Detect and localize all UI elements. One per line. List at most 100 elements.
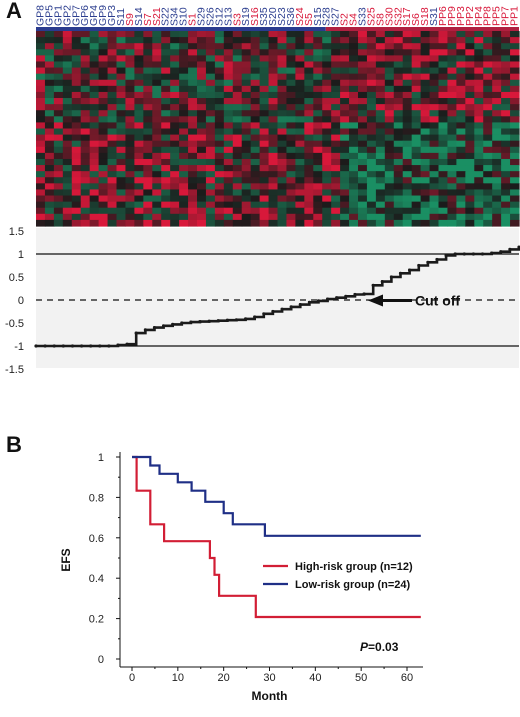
heatmap-cell (331, 104, 341, 111)
heatmap-cell (483, 171, 493, 178)
score-point (508, 247, 512, 251)
score-point (134, 331, 138, 335)
heatmap-cell (420, 219, 431, 227)
heatmap-cell (510, 98, 520, 105)
heatmap-cell (143, 128, 153, 136)
heatmap-cell (232, 195, 243, 203)
score-point (98, 344, 102, 348)
heatmap-cell (358, 116, 368, 123)
heatmap-cell (36, 31, 46, 38)
heatmap-cell (98, 116, 109, 123)
heatmap-cell (474, 183, 484, 191)
heatmap-cell (250, 165, 261, 172)
sample-label: GP3 (106, 5, 118, 26)
heatmap-cell (259, 165, 270, 172)
score-point (517, 245, 520, 249)
heatmap-cell (268, 61, 279, 69)
heatmap-cell (214, 177, 225, 184)
heatmap-cell (465, 110, 475, 117)
heatmap-cell (197, 219, 207, 227)
heatmap-cell (411, 116, 422, 123)
heatmap-cell (134, 79, 144, 87)
sample-label: PP3 (455, 6, 467, 26)
heatmap-cell (259, 73, 270, 81)
high-risk-curve (132, 455, 421, 619)
heatmap-cell (125, 146, 135, 154)
heatmap-cell (393, 98, 404, 105)
heatmap-cell (89, 134, 100, 142)
heatmap-cell (313, 85, 323, 93)
heatmap-cell (107, 128, 118, 136)
heatmap-cell (465, 116, 475, 123)
heatmap-cell (143, 201, 153, 209)
heatmap-cell (483, 207, 493, 215)
heatmap-cell (44, 67, 55, 75)
score-point (262, 312, 266, 316)
heatmap-cell (214, 116, 225, 123)
heatmap-cell (36, 73, 46, 81)
heatmap-cell (170, 183, 180, 191)
heatmap-cell (44, 98, 55, 105)
heatmap-cell (501, 177, 511, 184)
heatmap-cell (331, 140, 341, 148)
heatmap-cell (331, 128, 341, 136)
heatmap-cell (375, 98, 386, 105)
score-point (380, 280, 384, 284)
heatmap-cell (402, 152, 413, 160)
heatmap-cell (232, 201, 243, 209)
heatmap-cell (62, 140, 73, 148)
heatmap-cell (402, 128, 413, 136)
heatmap-cell (259, 55, 270, 63)
heatmap-cell (89, 201, 100, 209)
heatmap-cell (492, 158, 502, 166)
heatmap-cell (125, 207, 135, 215)
heatmap-cell (161, 165, 171, 172)
heatmap-cell (259, 128, 270, 136)
heatmap-cell (170, 91, 180, 99)
heatmap-cell (411, 43, 422, 50)
heatmap-cell (366, 61, 377, 69)
score-point (471, 252, 475, 256)
heatmap-cell (304, 61, 314, 69)
heatmap-cell (456, 61, 466, 69)
heatmap-cell (71, 140, 82, 148)
heatmap-cell (340, 55, 350, 63)
heatmap-cell (340, 152, 350, 160)
heatmap-cell (402, 177, 413, 184)
heatmap-cell (170, 152, 180, 160)
sample-label: S31 (428, 7, 440, 26)
heatmap-cell (250, 183, 261, 191)
heatmap-cell (179, 49, 189, 56)
heatmap-cell (214, 158, 225, 166)
heatmap-cell (384, 55, 395, 63)
heatmap-cell (492, 73, 502, 81)
heatmap-cell (304, 201, 314, 209)
heatmap-cell (429, 73, 440, 81)
heatmap-cell (286, 122, 296, 130)
heatmap-cell (197, 177, 207, 184)
heatmap-cell (340, 85, 350, 93)
heatmap-cell (36, 91, 46, 99)
heatmap-cell (349, 49, 359, 56)
x-tick-label: 60 (401, 672, 413, 684)
heatmap-cell (161, 85, 171, 93)
heatmap-cell (80, 37, 91, 44)
heatmap-cell (188, 79, 198, 87)
heatmap-cell (80, 201, 91, 209)
score-point (116, 343, 120, 347)
heatmap-cell (474, 171, 484, 178)
heatmap-cell (438, 122, 449, 130)
heatmap-cell (402, 98, 413, 105)
heatmap-cell (295, 67, 305, 75)
heatmap-cell (232, 207, 243, 215)
heatmap-cell (420, 116, 431, 123)
heatmap-cell (483, 146, 493, 154)
heatmap-cell (214, 55, 225, 63)
heatmap-cell (125, 110, 135, 117)
heatmap-cell (349, 213, 359, 221)
heatmap-cell (98, 213, 109, 221)
heatmap-cell (125, 219, 135, 227)
heatmap-cell (340, 146, 350, 154)
score-point (152, 326, 157, 330)
